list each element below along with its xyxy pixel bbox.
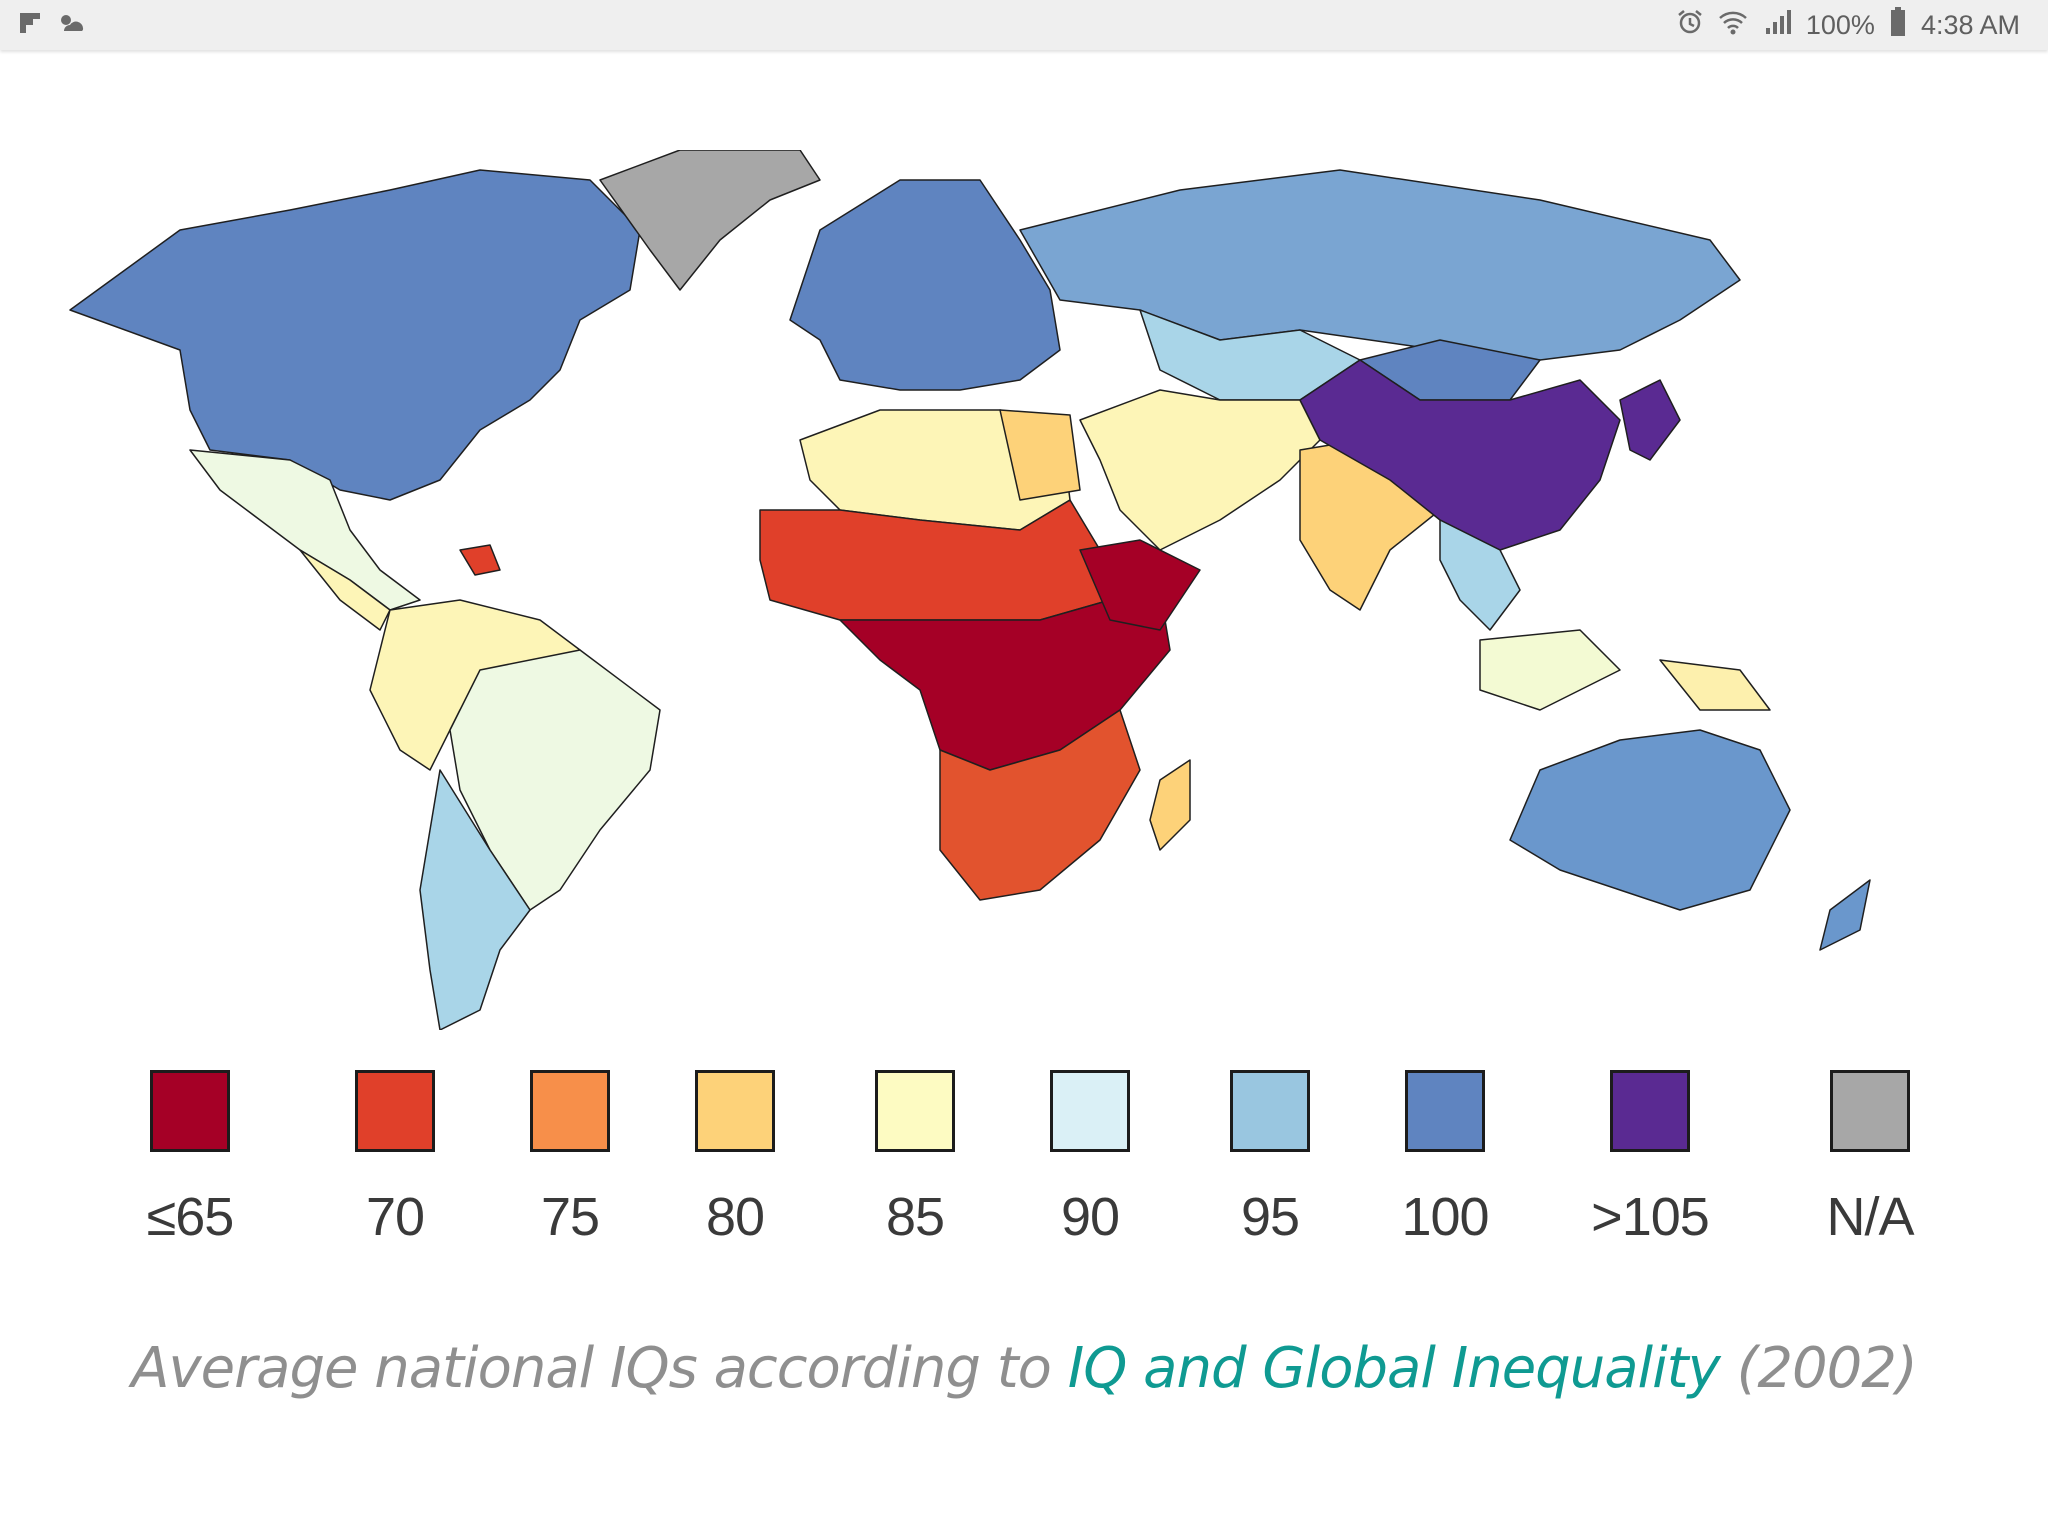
- legend-label: 80: [705, 1187, 765, 1247]
- clock-time: 4:38 AM: [1920, 9, 2020, 40]
- region-north-america: [69, 169, 641, 501]
- legend-item: 95: [1180, 1070, 1360, 1248]
- legend-item: >105: [1560, 1070, 1740, 1248]
- weather-icon: [56, 11, 86, 40]
- status-bar: 100% 4:38 AM: [0, 0, 2048, 50]
- legend-swatch: [875, 1070, 955, 1152]
- legend-item: 80: [645, 1070, 825, 1248]
- region-horn-of-africa: [1079, 539, 1201, 631]
- flipboard-icon: [18, 11, 42, 40]
- region-southern-africa: [939, 709, 1141, 901]
- region-central-america-south: [299, 549, 391, 631]
- caption-prefix: Average national IQs according to: [131, 1336, 1068, 1401]
- legend-swatch: [1405, 1070, 1485, 1152]
- region-indochina: [1439, 519, 1521, 631]
- caption-link[interactable]: IQ and Global Inequality: [1067, 1336, 1721, 1401]
- region-china: [1299, 359, 1621, 551]
- legend-swatch: [695, 1070, 775, 1152]
- legend-item: 75: [480, 1070, 660, 1248]
- region-madagascar: [1149, 759, 1191, 851]
- region-new-zealand: [1819, 879, 1871, 951]
- legend-swatch: [355, 1070, 435, 1152]
- legend-label: 70: [365, 1187, 425, 1247]
- legend-swatch: [1830, 1070, 1910, 1152]
- region-argentina-chile: [419, 769, 531, 1030]
- signal-icon: [1762, 8, 1792, 43]
- legend-item: 100: [1355, 1070, 1535, 1248]
- region-europe: [789, 179, 1061, 391]
- legend-label: 90: [1060, 1187, 1120, 1247]
- wifi-icon: [1718, 8, 1748, 43]
- legend-swatch: [530, 1070, 610, 1152]
- region-new-guinea: [1659, 659, 1771, 711]
- figure-caption: Average national IQs according to IQ and…: [0, 1336, 2048, 1401]
- legend-swatch: [150, 1070, 230, 1152]
- region-russia: [1019, 169, 1741, 361]
- legend-item: 85: [825, 1070, 1005, 1248]
- region-egypt: [999, 409, 1081, 501]
- region-caribbean: [459, 544, 501, 576]
- legend-label: 100: [1401, 1187, 1489, 1247]
- legend: ≤65 70 75 80 85 90 95 100 >105 N/A: [100, 1070, 1960, 1270]
- region-mexico-central-america: [189, 449, 421, 611]
- legend-label: 75: [540, 1187, 600, 1247]
- region-greenland: [599, 150, 821, 291]
- region-brazil: [449, 649, 661, 911]
- region-japan-korea: [1619, 379, 1681, 461]
- battery-icon: [1889, 6, 1907, 44]
- world-map-svg: [69, 150, 1871, 1030]
- legend-label: ≤65: [146, 1187, 235, 1247]
- alarm-icon: [1676, 8, 1704, 43]
- legend-label: N/A: [1826, 1187, 1914, 1247]
- legend-item: 90: [1000, 1070, 1180, 1248]
- legend-swatch: [1230, 1070, 1310, 1152]
- legend-item: ≤65: [100, 1070, 280, 1248]
- legend-item: 70: [305, 1070, 485, 1248]
- region-australia: [1509, 729, 1791, 911]
- legend-label: 85: [885, 1187, 945, 1247]
- legend-swatch: [1050, 1070, 1130, 1152]
- region-middle-east: [1079, 389, 1321, 551]
- battery-percent: 100%: [1805, 9, 1875, 40]
- legend-item: N/A: [1780, 1070, 1960, 1248]
- legend-label: >105: [1591, 1187, 1710, 1247]
- region-southeast-asia: [1479, 629, 1621, 711]
- caption-suffix: (2002): [1719, 1336, 1918, 1401]
- legend-swatch: [1610, 1070, 1690, 1152]
- world-map: [60, 150, 2000, 1030]
- legend-label: 95: [1240, 1187, 1300, 1247]
